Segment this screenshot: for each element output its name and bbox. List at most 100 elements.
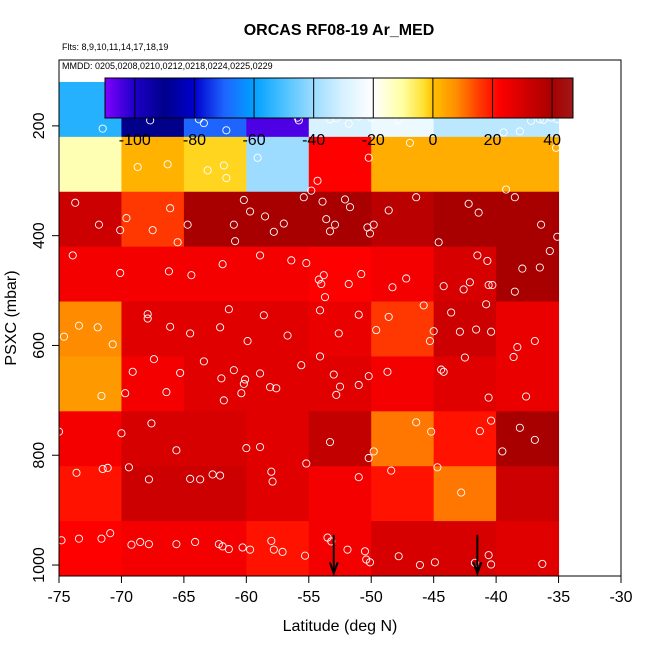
data-point xyxy=(472,325,481,334)
data-point xyxy=(329,370,338,379)
data-point xyxy=(515,127,524,136)
heat-cell xyxy=(496,411,560,467)
heatmap-cells xyxy=(59,81,560,577)
x-tick-label: -70 xyxy=(110,589,133,606)
heat-cell xyxy=(496,521,560,577)
data-point xyxy=(388,283,397,292)
data-point xyxy=(437,365,446,374)
colorbar-tick-label: -20 xyxy=(362,132,385,149)
data-point xyxy=(320,293,330,302)
data-point xyxy=(460,353,469,362)
data-point xyxy=(354,380,363,390)
data-point xyxy=(510,193,519,202)
data-point xyxy=(217,374,226,383)
data-point xyxy=(427,427,436,436)
data-point xyxy=(246,207,255,216)
data-point xyxy=(488,281,497,290)
data-point xyxy=(278,547,287,556)
data-point xyxy=(487,560,496,569)
y-tick-label: 1000 xyxy=(31,547,48,583)
x-tick-label: -55 xyxy=(297,589,320,606)
data-point xyxy=(72,468,81,477)
data-point xyxy=(237,389,246,398)
data-point xyxy=(343,545,352,554)
data-point xyxy=(256,369,265,378)
data-point xyxy=(216,323,225,332)
x-axis-label: Latitude (deg N) xyxy=(283,618,398,635)
data-point xyxy=(429,327,438,336)
heat-cell xyxy=(433,411,497,467)
flights-note: Flts: 8,9,10,11,14,17,18,19 xyxy=(62,42,168,52)
data-point xyxy=(545,246,554,256)
data-point xyxy=(222,126,231,135)
data-point xyxy=(143,314,152,323)
y-tick-label: 400 xyxy=(31,222,48,249)
data-point xyxy=(269,545,278,554)
data-point xyxy=(136,537,145,547)
data-point xyxy=(173,238,182,247)
data-point xyxy=(487,416,496,425)
data-point xyxy=(218,260,227,269)
heat-cell xyxy=(308,136,372,193)
data-point xyxy=(68,251,77,260)
data-point xyxy=(229,366,238,375)
data-point xyxy=(369,220,378,229)
data-point xyxy=(535,263,544,272)
heat-cell xyxy=(121,411,185,467)
data-point xyxy=(537,220,546,229)
x-tick-label: -60 xyxy=(235,589,258,606)
data-point xyxy=(164,267,173,276)
data-point xyxy=(334,329,343,338)
data-point xyxy=(315,306,325,315)
data-point xyxy=(176,368,185,377)
data-point xyxy=(412,193,421,202)
data-point xyxy=(299,193,308,202)
arrow-head xyxy=(328,561,339,577)
heat-cell xyxy=(183,246,247,303)
data-point xyxy=(224,545,233,554)
data-point xyxy=(487,327,496,336)
data-point xyxy=(364,453,373,463)
data-point xyxy=(162,388,171,397)
heat-cell xyxy=(246,356,310,412)
heat-cell xyxy=(183,136,247,193)
data-point xyxy=(97,534,106,543)
data-point xyxy=(394,552,403,561)
data-point xyxy=(335,382,345,391)
data-point xyxy=(484,551,493,560)
data-point xyxy=(325,438,335,447)
data-point xyxy=(243,337,252,346)
data-point xyxy=(513,343,522,352)
heat-cell xyxy=(433,246,497,303)
heat-cell xyxy=(371,466,435,522)
data-point xyxy=(98,124,107,133)
heat-cell xyxy=(308,246,372,303)
data-point xyxy=(239,195,248,205)
heat-cell xyxy=(183,411,247,467)
heat-cell xyxy=(59,356,122,412)
data-point xyxy=(222,173,231,183)
heat-cell xyxy=(308,521,372,577)
data-point xyxy=(405,138,414,147)
data-point xyxy=(199,357,208,366)
data-point xyxy=(365,558,375,567)
heat-cell xyxy=(308,301,372,357)
data-point xyxy=(122,214,131,223)
heat-cell xyxy=(371,356,435,412)
data-point xyxy=(332,390,341,399)
heat-cell xyxy=(308,466,372,522)
observation-points xyxy=(54,108,562,570)
heat-cell xyxy=(246,521,310,577)
data-point xyxy=(502,185,511,194)
heat-cell xyxy=(246,246,310,303)
data-point xyxy=(553,232,562,241)
data-point xyxy=(128,367,137,376)
data-point xyxy=(166,204,175,213)
y-tick-label: 600 xyxy=(31,332,48,359)
data-point xyxy=(340,195,350,204)
data-point xyxy=(365,229,375,238)
heat-cell xyxy=(308,191,372,248)
data-point xyxy=(231,237,240,246)
data-point xyxy=(317,279,326,289)
